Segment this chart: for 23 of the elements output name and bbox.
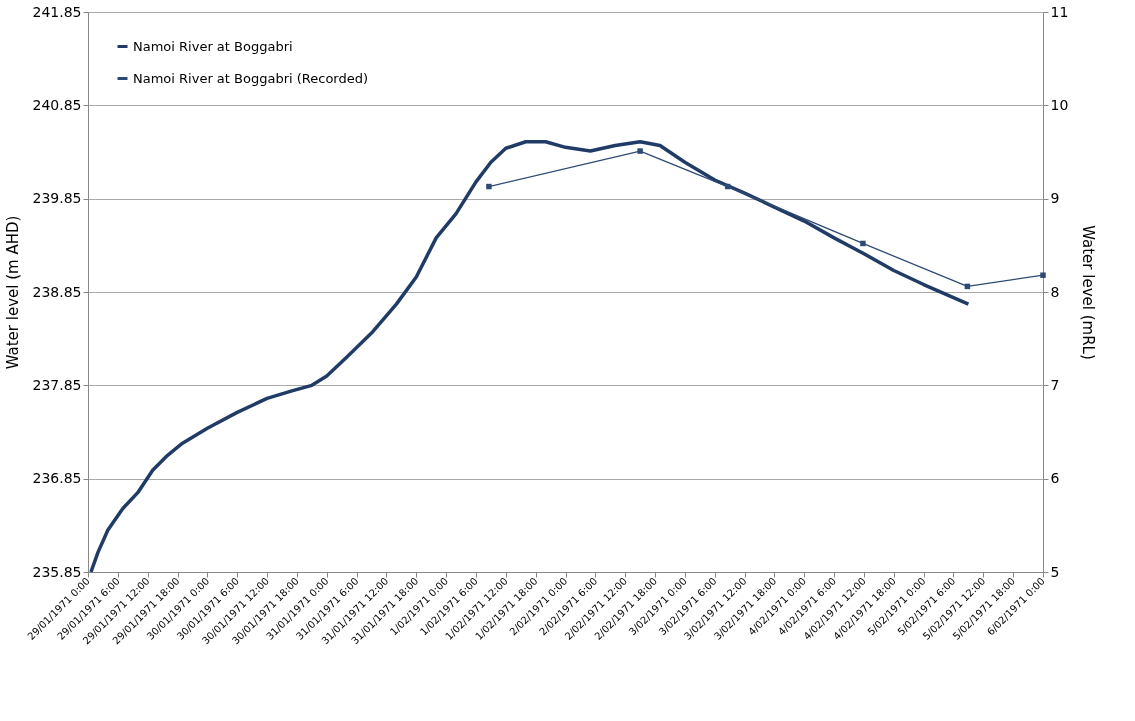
- y2-tick-label: 10: [1050, 96, 1069, 113]
- y2-tick-label: 7: [1050, 376, 1060, 393]
- line-series: [89, 139, 971, 574]
- y-tick-label: 239.85: [32, 190, 82, 207]
- y-tick-label: 241.85: [32, 3, 82, 20]
- y2-tick-label: 9: [1050, 190, 1060, 207]
- y-tick-label: 236.85: [32, 470, 82, 487]
- legend-label: Namoi River at Boggabri (Recorded): [133, 70, 369, 86]
- legend-label: Namoi River at Boggabri: [133, 38, 293, 54]
- point: [486, 183, 492, 190]
- y-tick-label: 235.85: [32, 563, 82, 580]
- y-axis-title: Water level (m AHD): [3, 215, 22, 370]
- point: [1040, 272, 1046, 278]
- y2-tick-label: 11: [1050, 3, 1069, 20]
- y2-tick-label: 6: [1050, 470, 1060, 487]
- y2-tick-label: 8: [1050, 283, 1060, 300]
- point: [860, 240, 866, 247]
- y2-tick-label: 5: [1050, 563, 1060, 580]
- point: [637, 148, 643, 154]
- y2-axis-title: Water level (mRL): [1079, 225, 1098, 360]
- y-tick-label: 238.85: [32, 283, 82, 300]
- y-tick-label: 237.85: [32, 376, 82, 393]
- y-tick-label: 240.85: [32, 96, 82, 113]
